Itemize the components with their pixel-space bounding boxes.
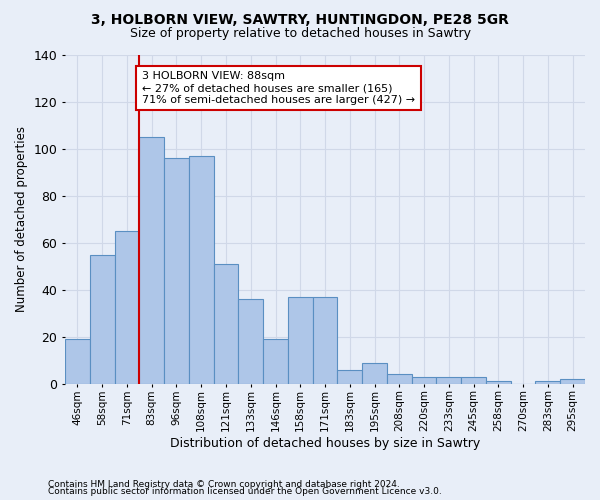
Text: Contains public sector information licensed under the Open Government Licence v3: Contains public sector information licen…: [48, 488, 442, 496]
Text: 3 HOLBORN VIEW: 88sqm
← 27% of detached houses are smaller (165)
71% of semi-det: 3 HOLBORN VIEW: 88sqm ← 27% of detached …: [142, 72, 415, 104]
Bar: [387, 374, 412, 384]
Bar: [139, 137, 164, 384]
Bar: [337, 370, 362, 384]
Text: 3, HOLBORN VIEW, SAWTRY, HUNTINGDON, PE28 5GR: 3, HOLBORN VIEW, SAWTRY, HUNTINGDON, PE2…: [91, 12, 509, 26]
Bar: [412, 376, 436, 384]
Bar: [313, 297, 337, 384]
Bar: [238, 299, 263, 384]
Bar: [486, 382, 511, 384]
Y-axis label: Number of detached properties: Number of detached properties: [15, 126, 28, 312]
Bar: [436, 376, 461, 384]
Bar: [115, 231, 139, 384]
Bar: [90, 254, 115, 384]
Bar: [164, 158, 189, 384]
Bar: [362, 362, 387, 384]
X-axis label: Distribution of detached houses by size in Sawtry: Distribution of detached houses by size …: [170, 437, 480, 450]
Text: Contains HM Land Registry data © Crown copyright and database right 2024.: Contains HM Land Registry data © Crown c…: [48, 480, 400, 489]
Bar: [214, 264, 238, 384]
Bar: [461, 376, 486, 384]
Bar: [65, 339, 90, 384]
Bar: [263, 339, 288, 384]
Text: Size of property relative to detached houses in Sawtry: Size of property relative to detached ho…: [130, 28, 470, 40]
Bar: [288, 297, 313, 384]
Bar: [189, 156, 214, 384]
Bar: [535, 382, 560, 384]
Bar: [560, 379, 585, 384]
